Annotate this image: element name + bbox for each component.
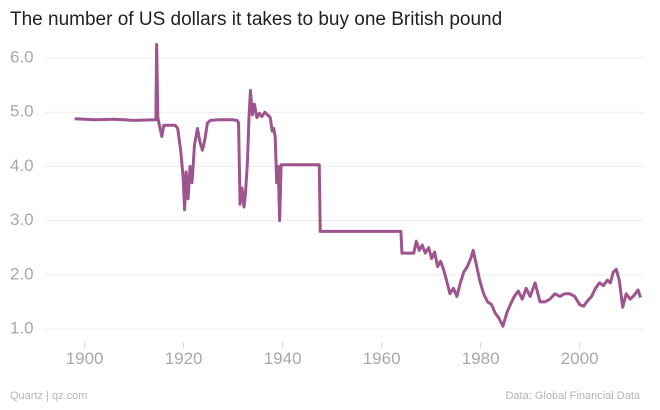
x-tick-label: 1980 (462, 349, 500, 368)
y-tick-label: 6.0 (10, 48, 34, 67)
chart-title: The number of US dollars it takes to buy… (10, 9, 502, 30)
x-tick-label: 1960 (363, 349, 401, 368)
y-tick-label: 1.0 (10, 318, 34, 337)
x-tick-label: 2000 (561, 349, 599, 368)
y-tick-label: 4.0 (10, 156, 34, 175)
line (74, 43, 642, 328)
y-tick-label: 5.0 (10, 102, 34, 121)
y-tick-label: 3.0 (10, 210, 34, 229)
x-tick-label: 1900 (66, 349, 104, 368)
y-tick-label: 2.0 (10, 264, 34, 283)
x-tick-label: 1940 (264, 349, 302, 368)
source: Data: Global Financial Data (505, 390, 640, 402)
x-tick-label: 1920 (165, 349, 203, 368)
credit: Quartz | qz.com (10, 390, 87, 402)
